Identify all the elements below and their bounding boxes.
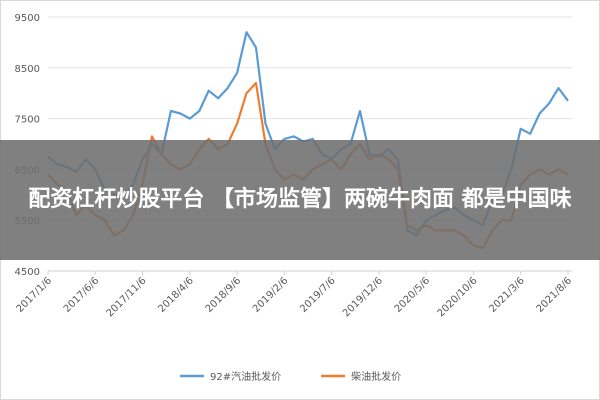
legend-label: 柴油批发价 (351, 370, 401, 383)
x-tick-label: 2020/5/6 (393, 275, 433, 315)
x-tick-label: 2017/1/6 (15, 275, 55, 315)
x-tick-label: 2017/11/6 (105, 275, 149, 319)
overlay-banner: 配资杠杆炒股平台 【市场监管】两碗牛肉面 都是中国味 (0, 140, 600, 260)
x-tick-label: 2019/7/6 (298, 275, 338, 315)
overlay-caption: 配资杠杆炒股平台 【市场监管】两碗牛肉面 都是中国味 (28, 187, 572, 212)
legend-label: 92#汽油批发价 (210, 370, 281, 383)
x-tick-label: 2019/2/6 (251, 275, 291, 315)
x-tick-label: 2018/9/6 (204, 275, 244, 315)
x-tick-label: 2018/4/6 (156, 275, 196, 315)
x-tick-label: 2021/3/6 (487, 275, 527, 315)
x-tick-label: 2020/10/6 (436, 275, 480, 319)
y-tick-label: 9500 (15, 13, 40, 24)
x-tick-label: 2017/6/6 (62, 275, 102, 315)
x-tick-label: 2021/8/6 (535, 275, 575, 315)
y-tick-label: 8500 (15, 64, 40, 75)
y-tick-label: 4500 (15, 267, 40, 278)
x-tick-label: 2019/12/6 (341, 275, 385, 319)
y-tick-label: 7500 (15, 115, 40, 126)
